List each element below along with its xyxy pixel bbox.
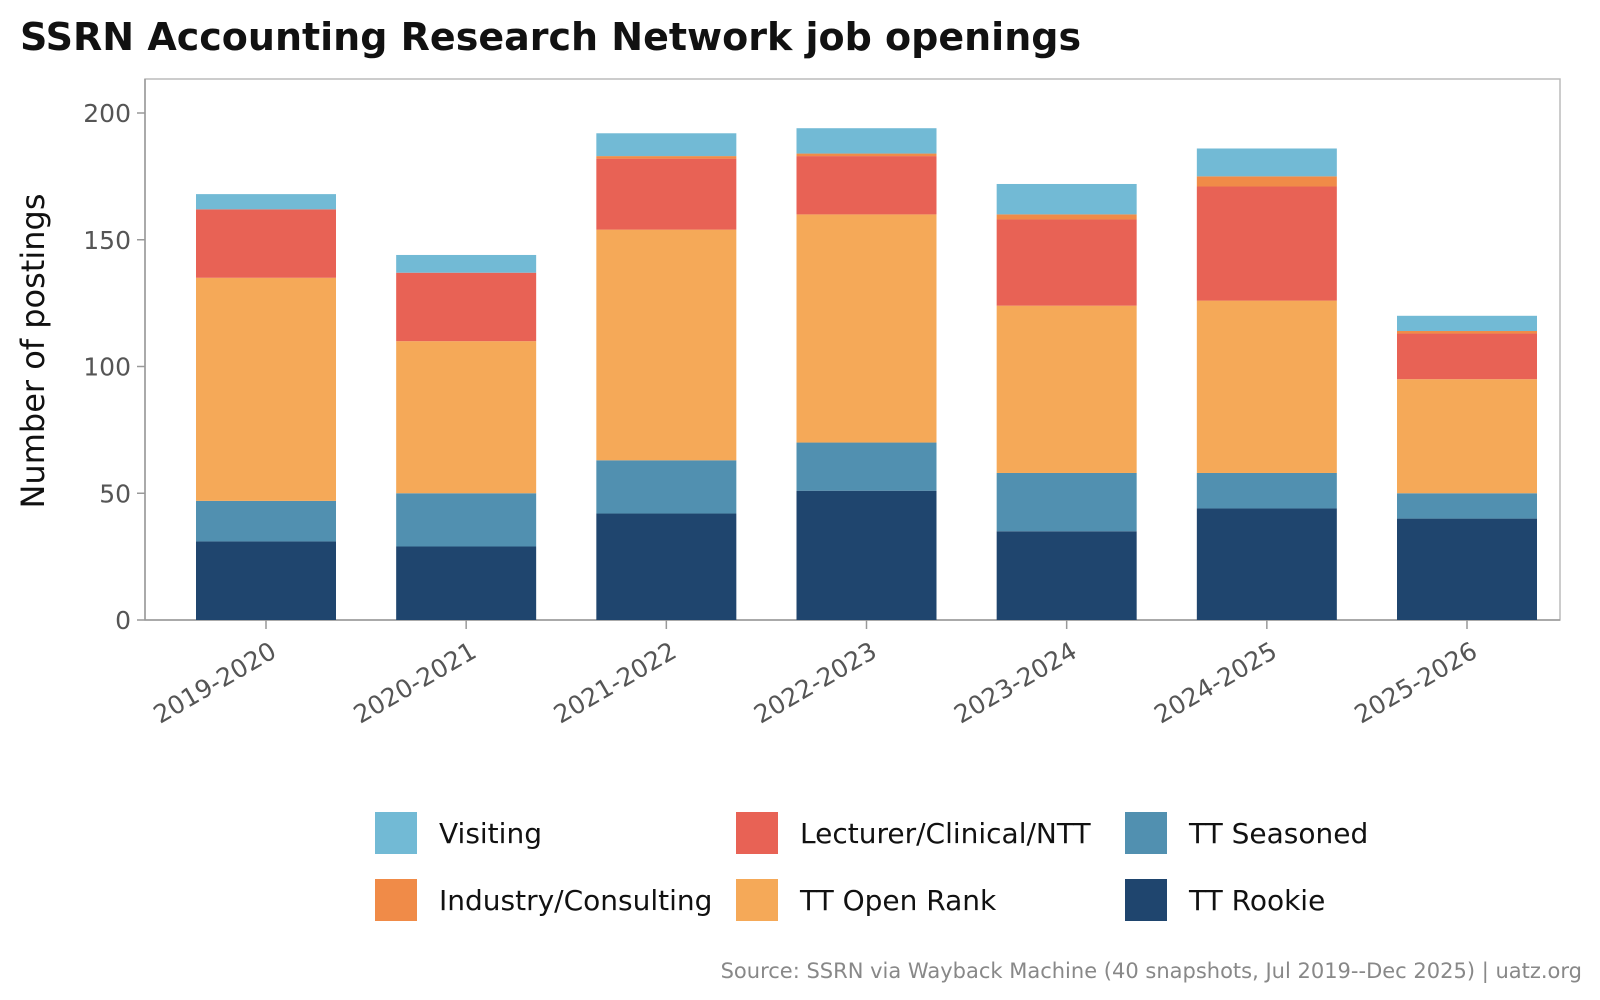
bar-segment-visiting xyxy=(1397,315,1537,332)
bar-segment-tt-rookie xyxy=(396,546,537,620)
legend-item-lecturer-clinical-ntt: Lecturer/Clinical/NTT xyxy=(736,812,1091,854)
x-tick-label: 2020-2021 xyxy=(349,636,482,729)
bar-stack-2021-2022 xyxy=(596,133,737,620)
bar-segment-tt-seasoned xyxy=(596,460,737,514)
bar-stack-2025-2026 xyxy=(1397,315,1537,620)
bar-segment-tt-seasoned xyxy=(396,493,537,547)
bar-segment-tt-open-rank xyxy=(1397,379,1537,494)
bar-segment-tt-rookie xyxy=(596,513,737,620)
y-tick-label: 50 xyxy=(99,479,131,508)
bar-segment-industry-consulting xyxy=(1196,176,1337,187)
bar-segment-tt-seasoned xyxy=(1196,472,1337,509)
x-tick-label: 2022-2023 xyxy=(749,636,882,729)
bar-segment-visiting xyxy=(396,254,537,273)
bar-segment-visiting xyxy=(596,133,737,157)
legend-item-tt-seasoned: TT Seasoned xyxy=(1125,812,1368,854)
bar-stack-2019-2020 xyxy=(196,194,336,620)
bar-segment-tt-open-rank xyxy=(796,214,937,443)
bar-segment-industry-consulting xyxy=(596,156,737,159)
bar-segment-tt-open-rank xyxy=(996,305,1137,473)
bar-segment-tt-rookie xyxy=(196,541,336,620)
bar-segment-visiting xyxy=(796,128,937,154)
bar-segment-lecturer-clinical-ntt xyxy=(1196,186,1337,301)
bar-segment-tt-open-rank xyxy=(196,277,336,501)
legend-label: TT Seasoned xyxy=(1188,817,1368,850)
legend-item-tt-open-rank: TT Open Rank xyxy=(736,879,997,921)
bar-segment-tt-seasoned xyxy=(996,472,1137,532)
legend-swatch xyxy=(736,812,778,854)
legend-item-visiting: Visiting xyxy=(375,812,542,854)
y-axis-label: Number of postings xyxy=(14,194,52,509)
legend-swatch xyxy=(736,879,778,921)
bar-segment-tt-rookie xyxy=(1397,518,1537,620)
bar-segment-tt-rookie xyxy=(996,531,1137,620)
bar-segment-lecturer-clinical-ntt xyxy=(596,158,737,230)
bar-segment-tt-rookie xyxy=(796,490,937,620)
bar-stack-2023-2024 xyxy=(996,183,1137,620)
legend-swatch xyxy=(375,812,417,854)
x-tick-label: 2021-2022 xyxy=(549,636,682,729)
bar-segment-lecturer-clinical-ntt xyxy=(796,156,937,215)
bar-segment-tt-rookie xyxy=(1196,508,1337,620)
bar-segment-lecturer-clinical-ntt xyxy=(396,272,537,342)
bar-segment-industry-consulting xyxy=(1397,331,1537,334)
bar-segment-tt-seasoned xyxy=(1397,493,1537,519)
bar-segment-lecturer-clinical-ntt xyxy=(996,219,1137,306)
legend-label: Industry/Consulting xyxy=(439,884,712,917)
bar-segment-lecturer-clinical-ntt xyxy=(196,209,336,278)
legend-swatch xyxy=(375,879,417,921)
bar-stack-2024-2025 xyxy=(1196,148,1337,620)
x-tick-label: 2024-2025 xyxy=(1149,636,1282,729)
legend-label: Visiting xyxy=(439,817,542,850)
legend-label: TT Open Rank xyxy=(799,884,997,917)
source-caption: Source: SSRN via Wayback Machine (40 sna… xyxy=(721,959,1582,984)
bar-stack-2020-2021 xyxy=(396,254,537,620)
legend-swatch xyxy=(1125,812,1167,854)
bar-segment-industry-consulting xyxy=(796,153,937,157)
legend-label: Lecturer/Clinical/NTT xyxy=(800,817,1091,850)
legend-item-industry-consulting: Industry/Consulting xyxy=(375,879,712,921)
bar-segment-visiting xyxy=(996,183,1137,215)
bars xyxy=(196,128,1537,620)
legend: Visiting Lecturer/Clinical/NTT TT Seasoned… xyxy=(375,812,1368,921)
y-tick-label: 200 xyxy=(83,99,131,128)
bar-segment-tt-seasoned xyxy=(796,442,937,491)
bar-segment-lecturer-clinical-ntt xyxy=(1397,333,1537,380)
legend-item-tt-rookie: TT Rookie xyxy=(1125,879,1325,921)
bar-segment-tt-open-rank xyxy=(396,341,537,494)
x-tick-label: 2019-2020 xyxy=(148,636,281,729)
bar-segment-tt-seasoned xyxy=(196,500,336,542)
chart-title: SSRN Accounting Research Network job ope… xyxy=(20,15,1081,59)
bar-stack-2022-2023 xyxy=(796,128,937,620)
y-tick-label: 100 xyxy=(83,353,131,382)
y-tick-label: 0 xyxy=(115,606,131,635)
y-tick-label: 150 xyxy=(83,226,131,255)
bar-segment-tt-open-rank xyxy=(1196,300,1337,473)
bar-segment-tt-open-rank xyxy=(596,229,737,461)
bar-segment-visiting xyxy=(196,194,336,210)
bar-segment-industry-consulting xyxy=(996,214,1137,220)
bar-segment-visiting xyxy=(1196,148,1337,177)
x-axis: 2019-2020 2020-2021 2021-2022 2022-2023 2023… xyxy=(148,620,1482,729)
x-tick-label: 2023-2024 xyxy=(949,636,1082,729)
x-tick-label: 2025-2026 xyxy=(1349,636,1482,729)
legend-swatch xyxy=(1125,879,1167,921)
legend-label: TT Rookie xyxy=(1188,884,1325,917)
